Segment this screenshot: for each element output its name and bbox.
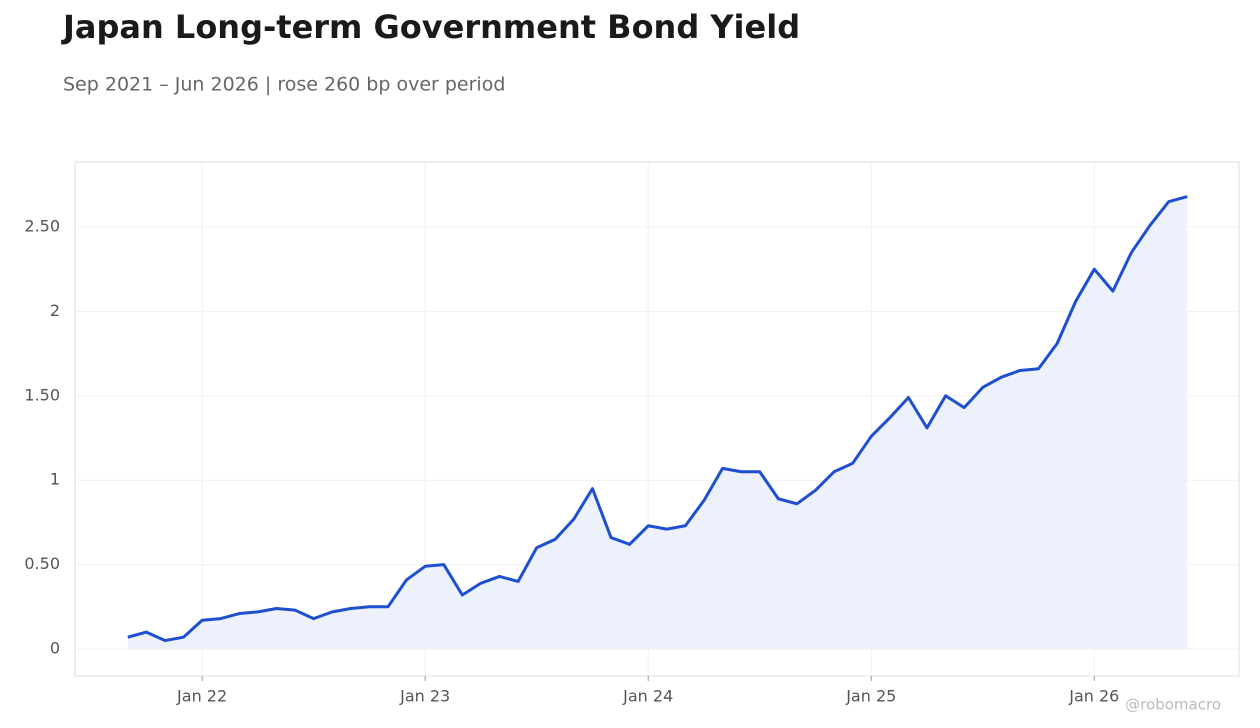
area bbox=[127, 196, 1188, 649]
x-tick-label: Jan 23 bbox=[399, 687, 450, 706]
x-tick-label: Jan 25 bbox=[845, 687, 896, 706]
y-tick-label: 0 bbox=[50, 638, 60, 657]
chart-subtitle: Sep 2021 – Jun 2026 | rose 260 bp over p… bbox=[63, 74, 505, 96]
chart-title: Japan Long-term Government Bond Yield bbox=[61, 8, 800, 46]
y-tick-label: 1 bbox=[50, 470, 60, 489]
y-tick-label: 1.50 bbox=[24, 385, 60, 404]
x-tick-label: Jan 24 bbox=[622, 687, 673, 706]
plot-frame bbox=[74, 161, 1240, 677]
y-tick-label: 0.50 bbox=[24, 554, 60, 573]
x-tick-label: Jan 22 bbox=[176, 687, 227, 706]
y-tick-label: 2 bbox=[50, 301, 60, 320]
x-tick-label: Jan 26 bbox=[1068, 687, 1119, 706]
watermark: @robomacro bbox=[1125, 696, 1221, 714]
line bbox=[127, 195, 1188, 643]
y-tick-label: 2.50 bbox=[24, 216, 60, 235]
